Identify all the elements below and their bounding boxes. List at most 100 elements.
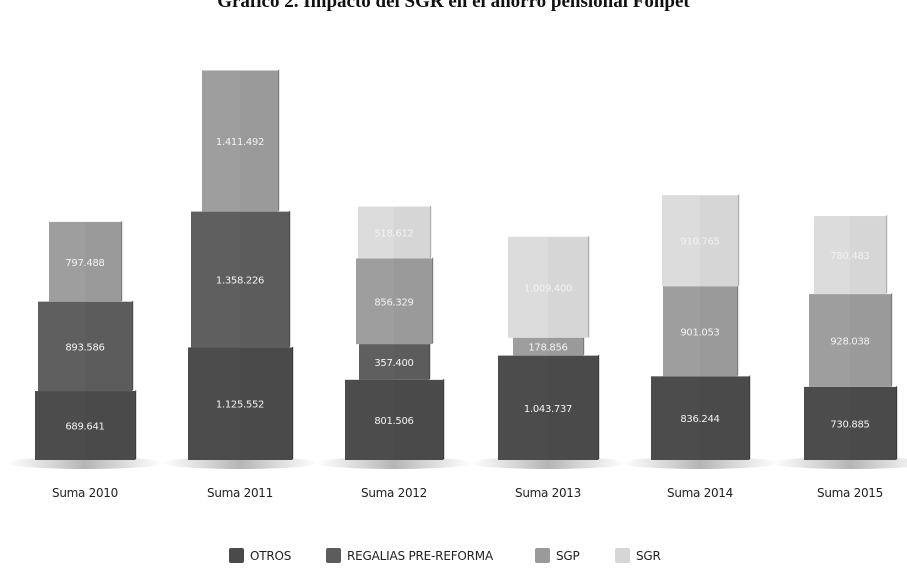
bar-highlight — [651, 376, 700, 460]
legend-swatch — [615, 548, 630, 563]
bar-highlight — [49, 221, 85, 302]
bar-front-face — [38, 301, 132, 392]
bar-highlight — [508, 236, 548, 338]
bar-front-face — [814, 216, 886, 295]
bar-front-face — [358, 206, 430, 259]
value-label: 901.053 — [680, 327, 719, 338]
bar-front-face — [188, 347, 292, 460]
bar-highlight — [38, 301, 85, 392]
value-label: 1.009.400 — [524, 283, 572, 294]
bar-segment: 901.053 — [663, 285, 739, 377]
value-label: 1.411.492 — [216, 137, 264, 148]
bar-front-face — [513, 337, 583, 356]
value-label: 178.856 — [528, 343, 567, 354]
value-label: 856.329 — [374, 297, 413, 308]
bar-front-face — [345, 379, 443, 460]
bar-front-face — [651, 376, 749, 460]
value-label: 928.038 — [830, 337, 869, 348]
bar-side-face — [432, 257, 434, 345]
value-label: 780.483 — [830, 251, 869, 262]
bar-front-face — [359, 344, 429, 380]
bar-highlight — [804, 386, 850, 460]
bar-side-face — [278, 69, 280, 212]
bar-front-face — [202, 70, 278, 212]
chart-title: Gráfico 2. Impacto del SGR en el ahorro … — [217, 0, 690, 12]
legend-swatch — [535, 548, 550, 563]
bar-segment: 780.483 — [814, 214, 888, 295]
legend-swatch — [326, 548, 341, 563]
bar-front-face — [662, 195, 738, 287]
bar-side-face — [749, 375, 751, 460]
bar-highlight — [498, 355, 548, 460]
bar-segment: 910.765 — [662, 193, 740, 287]
bar-side-face — [891, 292, 893, 387]
bar-side-face — [135, 389, 137, 460]
bar-highlight — [513, 337, 548, 356]
legend: OTROS REGALIAS PRE-REFORMA SGP SGR — [229, 548, 661, 563]
category-label: Suma 2014 — [667, 486, 733, 500]
category-label: Suma 2010 — [52, 486, 118, 500]
bar-highlight — [191, 211, 240, 348]
value-label: 801.506 — [374, 416, 413, 427]
value-label: 357.400 — [374, 358, 413, 369]
bar-highlight — [358, 206, 394, 259]
category-label: Suma 2013 — [515, 486, 581, 500]
bar-side-face — [443, 378, 445, 460]
bar-highlight — [202, 70, 240, 212]
legend-swatch — [229, 548, 244, 563]
bar-segment: 178.856 — [513, 336, 585, 356]
bar-segment: 1.411.492 — [202, 69, 280, 212]
value-label: 910.765 — [680, 237, 719, 248]
bar-front-face — [356, 258, 432, 345]
bar-segment: 836.244 — [651, 375, 751, 460]
bar-highlight — [35, 391, 85, 460]
bar-side-face — [738, 193, 740, 287]
bar-segment: 1.358.226 — [191, 210, 291, 348]
bar-highlight — [814, 216, 850, 295]
bar-segment: 856.329 — [356, 257, 434, 345]
category-label: Suma 2011 — [207, 486, 273, 500]
bar-front-face — [191, 211, 289, 348]
legend-label: REGALIAS PRE-REFORMA — [347, 549, 494, 563]
bar-segment: 1.009.400 — [508, 235, 590, 338]
bar-segment: 893.586 — [38, 300, 134, 392]
category-label: Suma 2015 — [817, 486, 883, 500]
bar-side-face — [588, 235, 590, 338]
value-label: 836.244 — [680, 414, 719, 425]
value-label: 689.641 — [65, 422, 104, 433]
bar-front-face — [508, 236, 588, 338]
bar-side-face — [429, 342, 431, 380]
legend-label: OTROS — [250, 549, 291, 563]
bar-segment: 689.641 — [35, 389, 137, 460]
floor-shadow — [772, 457, 907, 469]
bar-side-face — [289, 210, 291, 348]
bar-side-face — [886, 214, 888, 295]
bar-front-face — [809, 294, 891, 387]
bar-side-face — [121, 220, 123, 302]
legend-item: SGR — [615, 548, 661, 563]
value-label: 1.043.737 — [524, 404, 572, 415]
bar-segment: 801.506 — [345, 378, 445, 460]
value-label: 1.125.552 — [216, 400, 264, 411]
bar-segment: 797.488 — [49, 220, 123, 302]
bar-highlight — [809, 294, 850, 387]
bar-segment: 1.125.552 — [188, 346, 294, 460]
bar-highlight — [359, 344, 394, 380]
bar-side-face — [292, 346, 294, 460]
bar-segment: 1.043.737 — [498, 354, 600, 460]
value-label: 730.885 — [830, 419, 869, 430]
bar-segment: 518.612 — [358, 205, 432, 259]
bar-side-face — [430, 205, 432, 259]
value-label: 1.358.226 — [216, 276, 264, 287]
bar-side-face — [737, 285, 739, 377]
category-label: Suma 2012 — [361, 486, 427, 500]
bar-highlight — [663, 286, 700, 377]
bars-layer: 689.641 893.586 797.488 1.125.552 1.358.226 1… — [7, 69, 907, 469]
bar-segment: 928.038 — [809, 292, 893, 387]
value-label: 797.488 — [65, 258, 104, 269]
legend-label: SGP — [556, 549, 580, 563]
value-label: 893.586 — [65, 342, 104, 353]
legend-item: SGP — [535, 548, 580, 563]
bar-front-face — [49, 221, 121, 302]
